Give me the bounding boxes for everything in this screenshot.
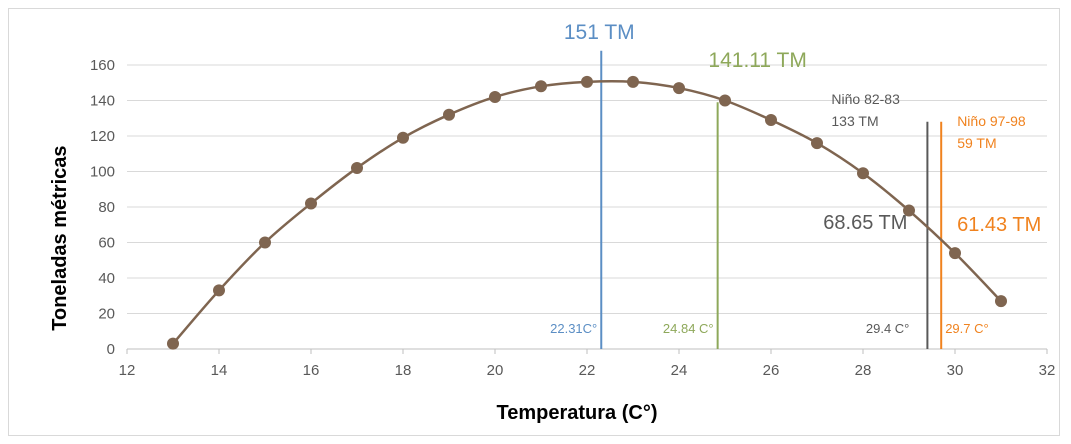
reference-value-label: 151 TM bbox=[564, 21, 635, 44]
x-tick-label: 14 bbox=[211, 362, 228, 379]
data-point bbox=[765, 114, 777, 127]
data-point bbox=[351, 161, 363, 174]
y-axis-title: Toneladas métricas bbox=[49, 145, 71, 330]
data-point bbox=[995, 295, 1007, 308]
data-point bbox=[903, 204, 915, 217]
y-tick-label: 0 bbox=[107, 341, 115, 358]
event-label: 133 TM bbox=[831, 113, 878, 129]
x-tick-label: 18 bbox=[395, 362, 412, 379]
x-tick-label: 32 bbox=[1039, 362, 1056, 379]
x-tick-label: 30 bbox=[947, 362, 964, 379]
chart-frame: 0 20 40 60 80 100 120 140 160 12 14 16 18 20 22 24 26 28 3… bbox=[8, 8, 1060, 436]
event-label: Niño 82-83 bbox=[831, 91, 900, 107]
data-point bbox=[443, 108, 455, 121]
reference-temperature-label: 29.7 C° bbox=[945, 321, 989, 336]
y-tick-label: 100 bbox=[90, 164, 115, 181]
x-tick-label: 24 bbox=[671, 362, 688, 379]
data-point bbox=[167, 337, 179, 350]
event-label: Niño 97-98 bbox=[957, 113, 1026, 129]
event-label: 59 TM bbox=[957, 135, 996, 151]
data-point bbox=[857, 167, 869, 180]
reference-value-label: 68.65 TM bbox=[823, 212, 907, 234]
x-tick-label: 12 bbox=[119, 362, 136, 379]
y-tick-label: 20 bbox=[98, 306, 115, 323]
reference-value-label: 141.11 TM bbox=[708, 49, 806, 72]
reference-temperature-label: 29.4 C° bbox=[866, 321, 910, 336]
chart-svg: 0 20 40 60 80 100 120 140 160 12 14 16 18 20 22 24 26 28 3… bbox=[49, 21, 1056, 424]
reference-value-label: 61.43 TM bbox=[957, 214, 1041, 236]
y-tick-label: 60 bbox=[98, 235, 115, 252]
data-point bbox=[581, 75, 593, 88]
data-point bbox=[535, 80, 547, 93]
y-tick-label: 40 bbox=[98, 270, 115, 287]
y-tick-label: 140 bbox=[90, 93, 115, 110]
data-point bbox=[213, 284, 225, 297]
data-point bbox=[673, 82, 685, 95]
x-tick-label: 16 bbox=[303, 362, 320, 379]
data-point bbox=[305, 197, 317, 210]
x-tick-label: 26 bbox=[763, 362, 780, 379]
x-tick-label: 22 bbox=[579, 362, 596, 379]
x-tick-label: 28 bbox=[855, 362, 872, 379]
data-point bbox=[259, 236, 271, 249]
y-tick-label: 120 bbox=[90, 128, 115, 145]
x-tick-label: 20 bbox=[487, 362, 504, 379]
data-point bbox=[949, 247, 961, 260]
reference-temperature-label: 24.84 C° bbox=[663, 321, 714, 336]
y-tick-label: 80 bbox=[98, 199, 115, 216]
reference-temperature-label: 22.31C° bbox=[550, 321, 597, 336]
data-point bbox=[397, 131, 409, 144]
data-point bbox=[719, 94, 731, 107]
y-tick-label: 160 bbox=[90, 57, 115, 74]
x-axis-title: Temperatura (C°) bbox=[497, 402, 658, 424]
data-point bbox=[627, 75, 639, 88]
data-point bbox=[489, 90, 501, 103]
data-point bbox=[811, 137, 823, 150]
